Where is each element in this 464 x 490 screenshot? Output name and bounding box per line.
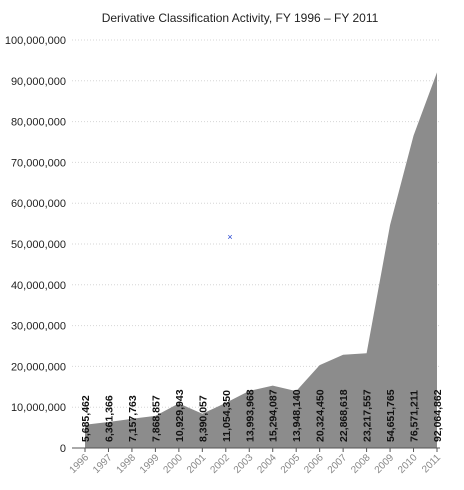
y-tick-label: 100,000,000 bbox=[5, 35, 66, 47]
x-tick-label: 2007 bbox=[326, 452, 350, 476]
x-tick-label: 1998 bbox=[115, 452, 139, 476]
data-label: 76,571,211 bbox=[409, 390, 421, 442]
x-tick-label: 2006 bbox=[302, 452, 326, 476]
data-label: 7,157,763 bbox=[127, 395, 139, 442]
data-label: 20,324,450 bbox=[315, 389, 327, 442]
y-tick-label: 50,000,000 bbox=[11, 239, 66, 251]
y-tick-label: 70,000,000 bbox=[11, 157, 66, 169]
x-tick-label: 2008 bbox=[349, 452, 373, 476]
area-series bbox=[85, 72, 437, 448]
x-tick-label: 1996 bbox=[68, 452, 92, 476]
y-tick-label: 10,000,000 bbox=[11, 402, 66, 414]
data-label: 7,868,857 bbox=[150, 395, 162, 442]
data-label: 10,929,943 bbox=[174, 389, 186, 442]
x-tick-label: 2004 bbox=[255, 452, 279, 476]
data-label: 13,993,968 bbox=[244, 389, 256, 442]
data-label: 6,361,366 bbox=[103, 395, 115, 442]
y-tick-label: 90,000,000 bbox=[11, 76, 66, 88]
data-labels: 5,685,462 6,361,366 7,157,763 7,868,857 10,9… bbox=[80, 389, 444, 442]
x-axis: 1996 1997 1998 1999 2000 2001 2002 2003 2004 2005… bbox=[68, 447, 443, 476]
data-label: 92,064,862 bbox=[432, 389, 444, 442]
data-label: 54,651,765 bbox=[385, 389, 397, 442]
x-tick-label: 2011 bbox=[420, 452, 443, 475]
x-tick-label: 2005 bbox=[279, 452, 303, 476]
x-tick-label: 2009 bbox=[373, 452, 397, 476]
x-tick-label: 2001 bbox=[185, 452, 209, 476]
x-tick-label: 2010 bbox=[396, 452, 420, 476]
y-tick-label: 0 bbox=[60, 443, 66, 455]
x-tick-label: 2002 bbox=[208, 452, 232, 476]
data-label: 8,390,057 bbox=[197, 395, 209, 442]
x-tick-label: 1997 bbox=[91, 452, 115, 476]
y-tick-label: 40,000,000 bbox=[11, 280, 66, 292]
data-label: 5,685,462 bbox=[80, 395, 92, 442]
y-tick-label: 30,000,000 bbox=[11, 321, 66, 333]
data-label: 15,294,087 bbox=[268, 389, 280, 442]
y-tick-label: 60,000,000 bbox=[11, 198, 66, 210]
data-label: 13,948,140 bbox=[291, 389, 303, 442]
x-tick-label: 1999 bbox=[138, 452, 162, 476]
chart-title: Derivative Classification Activity, FY 1… bbox=[102, 11, 379, 25]
data-label: 22,868,618 bbox=[338, 389, 350, 442]
y-axis: 0 10,000,000 20,000,000 30,000,000 40,000,00… bbox=[5, 35, 66, 455]
area-fill bbox=[85, 72, 437, 448]
y-tick-label: 80,000,000 bbox=[11, 117, 66, 129]
data-label: 23,217,557 bbox=[362, 389, 374, 442]
y-tick-label: 20,000,000 bbox=[11, 361, 66, 373]
data-label: 11,054,350 bbox=[221, 390, 233, 442]
x-tick-label: 2000 bbox=[161, 452, 185, 476]
x-tick-label: 2003 bbox=[232, 452, 256, 476]
stray-marker: × bbox=[227, 232, 232, 242]
